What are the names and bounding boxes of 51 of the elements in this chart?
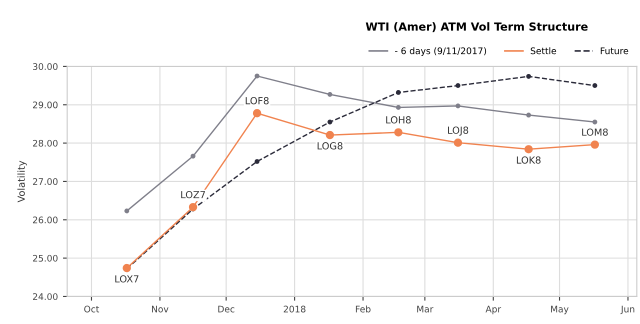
point bbox=[456, 103, 460, 108]
point bbox=[524, 145, 533, 154]
x-tick-label: Jun bbox=[620, 306, 634, 314]
point bbox=[526, 74, 532, 79]
y-tick-label: 29.00 bbox=[32, 101, 58, 108]
point bbox=[327, 92, 332, 97]
x-tick-label: Feb bbox=[356, 305, 371, 312]
point bbox=[454, 138, 462, 147]
point bbox=[592, 83, 598, 88]
x-tick-label: Dec bbox=[218, 306, 234, 312]
point bbox=[327, 120, 332, 124]
annotation: LOX7 bbox=[115, 275, 138, 283]
annotation: LOF8 bbox=[246, 97, 269, 104]
annotation: LOG8 bbox=[318, 142, 342, 150]
y-tick-label: 24.00 bbox=[32, 293, 58, 300]
point bbox=[456, 83, 460, 88]
x-tick-label: Mar bbox=[417, 306, 434, 312]
legend-label: Future bbox=[600, 48, 628, 54]
y-tick-label: 25.00 bbox=[32, 254, 58, 262]
point bbox=[254, 159, 260, 164]
chart-title: WTI (Amer) ATM Vol Term Structure bbox=[366, 22, 588, 32]
point bbox=[590, 140, 600, 149]
y-tick-label: 28.00 bbox=[32, 140, 58, 147]
point bbox=[592, 120, 598, 124]
point bbox=[326, 130, 334, 140]
annotation: LOM8 bbox=[582, 128, 608, 136]
y-axis-title: Volatility bbox=[17, 160, 27, 202]
x-tick-label: Nov bbox=[152, 306, 168, 312]
point bbox=[190, 154, 196, 159]
x-tick-label: 2018 bbox=[284, 306, 306, 312]
x-tick-label: Apr bbox=[486, 306, 502, 314]
point bbox=[396, 105, 401, 110]
point bbox=[526, 112, 532, 118]
legend-label: - 6 days (9/11/2017) bbox=[395, 47, 486, 56]
point bbox=[394, 128, 403, 137]
y-tick-label: 26.00 bbox=[32, 216, 58, 224]
x-tick-label: Oct bbox=[84, 306, 100, 312]
y-tick-label: 30.00 bbox=[33, 63, 58, 70]
point bbox=[188, 202, 198, 212]
annotation: LOZ7 bbox=[181, 190, 205, 198]
y-tick-label: 27.00 bbox=[32, 178, 58, 185]
point bbox=[124, 208, 130, 214]
annotation: LOK8 bbox=[516, 156, 541, 164]
point bbox=[252, 109, 262, 118]
point bbox=[396, 90, 401, 95]
point bbox=[122, 264, 131, 272]
x-tick-label: May bbox=[551, 306, 569, 314]
annotation: LOH8 bbox=[386, 116, 411, 124]
point bbox=[254, 74, 260, 78]
annotation: LOJ8 bbox=[448, 126, 468, 136]
legend-label: Settle bbox=[530, 47, 556, 54]
